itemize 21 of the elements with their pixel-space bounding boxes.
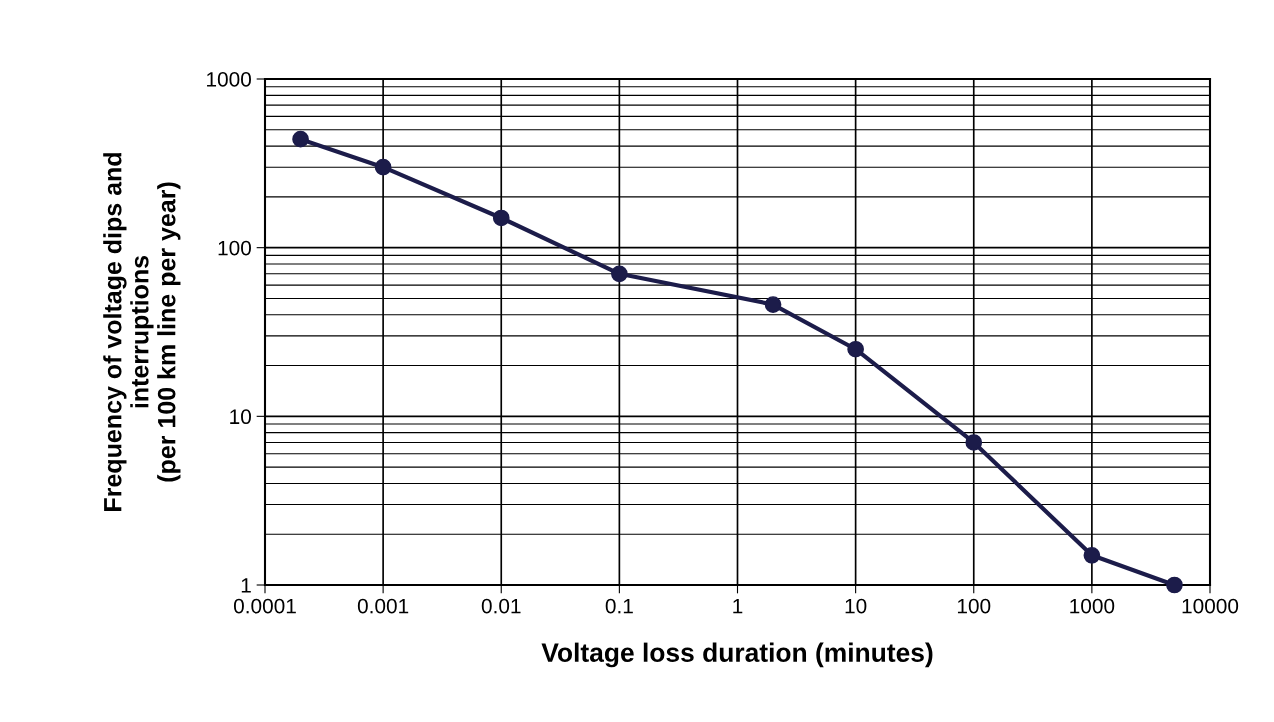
x-tick-label: 0.1 — [605, 598, 633, 614]
x-tick-label: 0.001 — [357, 598, 409, 614]
x-tick-label: 10000 — [1182, 598, 1239, 614]
y-tick-label: 100 — [218, 240, 251, 256]
x-tick-label: 0.01 — [481, 598, 521, 614]
y-axis-title: Frequency of voltage dips and interruptions (per 100 km line per year) — [103, 153, 181, 511]
point — [611, 265, 628, 283]
point — [492, 209, 510, 227]
x-axis-title: Voltage loss duration (minutes) — [541, 642, 933, 668]
point — [965, 434, 983, 451]
y-tick-label: 1000 — [207, 72, 251, 87]
x-tick-label: 100 — [957, 598, 991, 614]
point — [847, 340, 864, 358]
x-tick-label: 1000 — [1070, 598, 1115, 614]
x-tick-label: 1 — [733, 598, 743, 614]
point — [374, 158, 392, 176]
y-tick-label: 1 — [241, 578, 251, 593]
x-tick-label: 10 — [845, 598, 867, 614]
x-tick-label: 0.0001 — [233, 598, 296, 614]
point — [1083, 546, 1101, 564]
y-tick-label: 10 — [230, 409, 251, 425]
